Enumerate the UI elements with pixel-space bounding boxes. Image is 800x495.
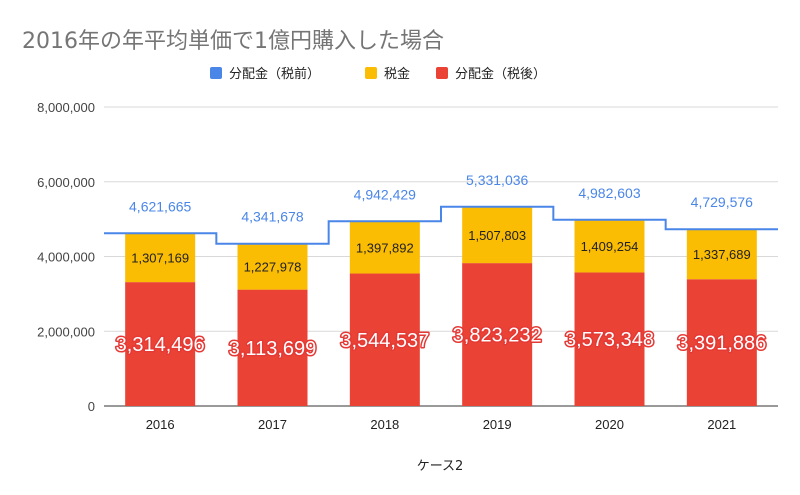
bar-aftertax[interactable]: [237, 289, 308, 406]
legend-swatch-tax: [365, 67, 377, 79]
tax-value-label: 1,307,169: [131, 251, 189, 266]
pretax-value-label: 4,621,665: [129, 198, 191, 214]
pretax-value-label: 4,729,576: [691, 194, 753, 210]
x-tick-label: 2017: [258, 417, 287, 432]
bar-aftertax[interactable]: [125, 282, 196, 406]
tax-value-label: 1,507,803: [468, 228, 526, 243]
pretax-value-label: 4,341,678: [241, 209, 303, 225]
tax-value-label: 1,409,254: [581, 239, 639, 254]
aftertax-value-label: 3,544,537: [340, 330, 429, 352]
bar-tax[interactable]: [125, 233, 196, 283]
aftertax-value-label: 3,391,886: [677, 333, 766, 355]
x-axis-title: ケース2: [417, 459, 464, 474]
legend: 分配金（税前） 税金 分配金（税後）: [210, 66, 546, 82]
pretax-step-line[interactable]: [104, 205, 778, 245]
aftertax-value-label: 3,823,232: [453, 325, 542, 347]
legend-item-tax[interactable]: 税金: [365, 66, 410, 82]
legend-item-aftertax[interactable]: 分配金（税後）: [436, 66, 546, 82]
bar-tax[interactable]: [574, 219, 645, 273]
x-tick-label: 2019: [483, 417, 512, 432]
legend-label-pretax: 分配金（税前）: [229, 66, 320, 82]
chart-title: 2016年の年平均単価で1億円購入した場合: [22, 29, 444, 54]
tax-value-label: 1,337,689: [693, 247, 751, 262]
x-tick-label: 2021: [707, 417, 736, 432]
bar-aftertax[interactable]: [574, 272, 645, 406]
y-tick-label: 8,000,000: [37, 100, 95, 115]
bar-aftertax[interactable]: [686, 279, 757, 406]
x-axis: 2016 2017 2018 2019 2020 2021: [146, 417, 737, 432]
aftertax-value-label: 3,113,699: [229, 338, 317, 360]
y-axis: 0 2,000,000 4,000,000 6,000,000 8,000,000: [37, 100, 95, 414]
legend-item-pretax[interactable]: 分配金（税前）: [210, 66, 320, 82]
legend-label-tax: 税金: [384, 66, 410, 82]
x-tick-label: 2020: [595, 417, 624, 432]
pretax-value-label: 5,331,036: [466, 172, 528, 188]
x-tick-label: 2016: [146, 417, 175, 432]
bar-aftertax[interactable]: [462, 263, 533, 406]
legend-label-aftertax: 分配金（税後）: [455, 66, 546, 82]
y-tick-label: 4,000,000: [37, 250, 95, 265]
legend-swatch-aftertax: [436, 67, 448, 79]
tax-value-label: 1,227,978: [244, 260, 302, 275]
gridlines: [104, 106, 778, 407]
bar-tax[interactable]: [237, 243, 308, 290]
tax-value-label: 1,397,892: [356, 240, 414, 255]
bar-tax[interactable]: [462, 206, 533, 264]
y-tick-label: 2,000,000: [37, 324, 95, 339]
pretax-value-label: 4,982,603: [578, 185, 640, 201]
legend-swatch-pretax: [210, 67, 222, 79]
data-labels: 3,314,496 1,307,169 4,621,665 3,113,699 1,22…: [114, 172, 768, 362]
bar-aftertax[interactable]: [349, 273, 420, 406]
y-tick-label: 6,000,000: [37, 175, 95, 190]
x-tick-label: 2018: [370, 417, 399, 432]
pretax-value-label: 4,942,429: [354, 186, 416, 202]
aftertax-value-label: 3,314,496: [116, 334, 205, 356]
y-tick-label: 0: [88, 399, 95, 414]
bar-tax[interactable]: [686, 229, 757, 280]
bars: [125, 206, 757, 406]
pretax-line: [104, 205, 778, 245]
aftertax-value-label: 3,573,348: [565, 329, 654, 351]
bar-tax[interactable]: [349, 221, 420, 274]
